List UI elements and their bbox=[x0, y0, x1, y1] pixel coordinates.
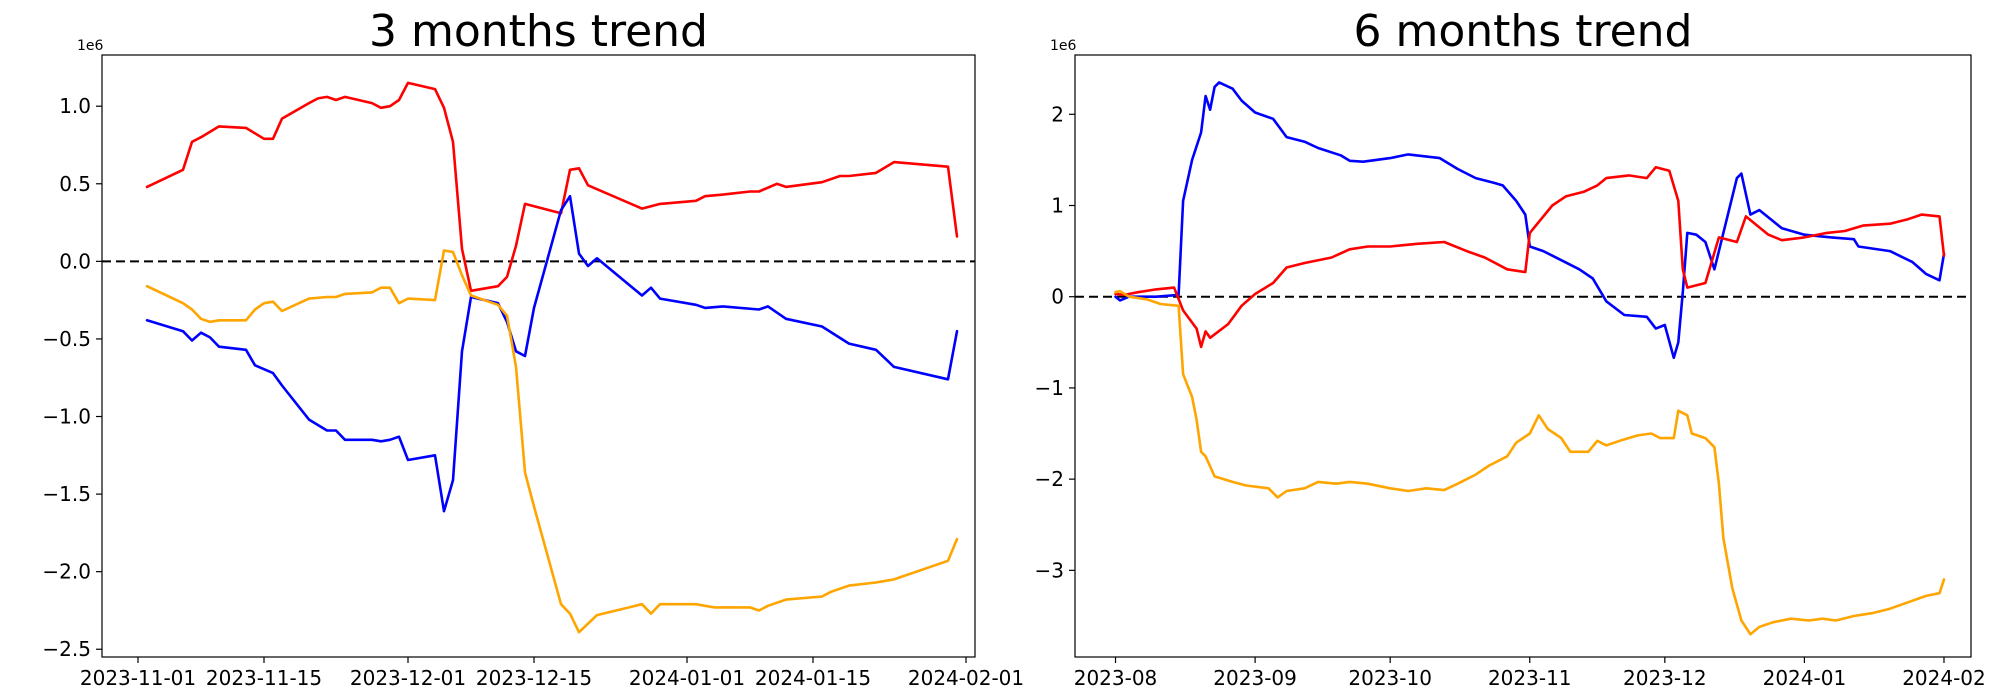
chart-panel-2: 6 months trend −3 −2 −1 0 1 2 2023-08 2023-09 202… bbox=[1035, 6, 1986, 690]
x-tick-label: 2023-10 bbox=[1348, 666, 1432, 690]
chart-panel-1: 3 months trend −2.5 −2.0 −1.5 −1.0 −0.5 0.0 0.5… bbox=[42, 6, 1024, 690]
y-tick-label: 0 bbox=[1051, 285, 1064, 309]
y-tick-label: −3 bbox=[1035, 558, 1064, 582]
y-tick-label: 2 bbox=[1051, 102, 1064, 126]
y-tick-label: −0.5 bbox=[42, 327, 91, 351]
x-tick-label: 2023-09 bbox=[1213, 666, 1297, 690]
x-tick-label: 2023-12-15 bbox=[476, 666, 592, 690]
y-tick-label: 0.0 bbox=[59, 249, 91, 273]
y-axis-offset-label: 1e6 bbox=[1050, 38, 1077, 54]
series-line-1 bbox=[1114, 81, 1946, 360]
series-line-3 bbox=[145, 249, 959, 634]
x-tick-label: 2024-02-01 bbox=[908, 666, 1024, 690]
y-axis-offset-label: 1e6 bbox=[77, 38, 104, 54]
x-tick-label: 2024-01-15 bbox=[755, 666, 871, 690]
x-tick-label: 2023-11-01 bbox=[80, 666, 196, 690]
y-tick-label: −1.0 bbox=[42, 405, 91, 429]
y-tick-label: −2 bbox=[1035, 467, 1064, 491]
y-tick-label: 1 bbox=[1051, 194, 1064, 218]
y-tick-label: 0.5 bbox=[59, 172, 91, 196]
x-tick-label: 2023-08 bbox=[1074, 666, 1158, 690]
x-tick-label: 2023-12 bbox=[1623, 666, 1707, 690]
x-tick-label: 2023-11 bbox=[1488, 666, 1572, 690]
plot-frame bbox=[101, 54, 976, 658]
chart-title: 6 months trend bbox=[1354, 6, 1693, 57]
chart-title: 3 months trend bbox=[369, 6, 708, 57]
y-tick-label: −1.5 bbox=[42, 482, 91, 506]
series-line-2 bbox=[1114, 165, 1946, 349]
x-tick-label: 2024-01-01 bbox=[629, 666, 745, 690]
x-tick-label: 2024-02 bbox=[1902, 666, 1986, 690]
x-tick-label: 2024-01 bbox=[1763, 666, 1847, 690]
y-tick-label: −1 bbox=[1035, 376, 1064, 400]
series-line-2 bbox=[145, 194, 959, 513]
x-tick-label: 2023-12-01 bbox=[350, 666, 466, 690]
series-line-3 bbox=[1114, 289, 1946, 636]
y-tick-label: 1.0 bbox=[59, 94, 91, 118]
series-line-1 bbox=[145, 81, 959, 293]
plot-frame bbox=[1074, 54, 1972, 658]
x-tick-label: 2023-11-15 bbox=[206, 666, 322, 690]
y-tick-label: −2.0 bbox=[42, 560, 91, 584]
y-tick-label: −2.5 bbox=[42, 637, 91, 661]
